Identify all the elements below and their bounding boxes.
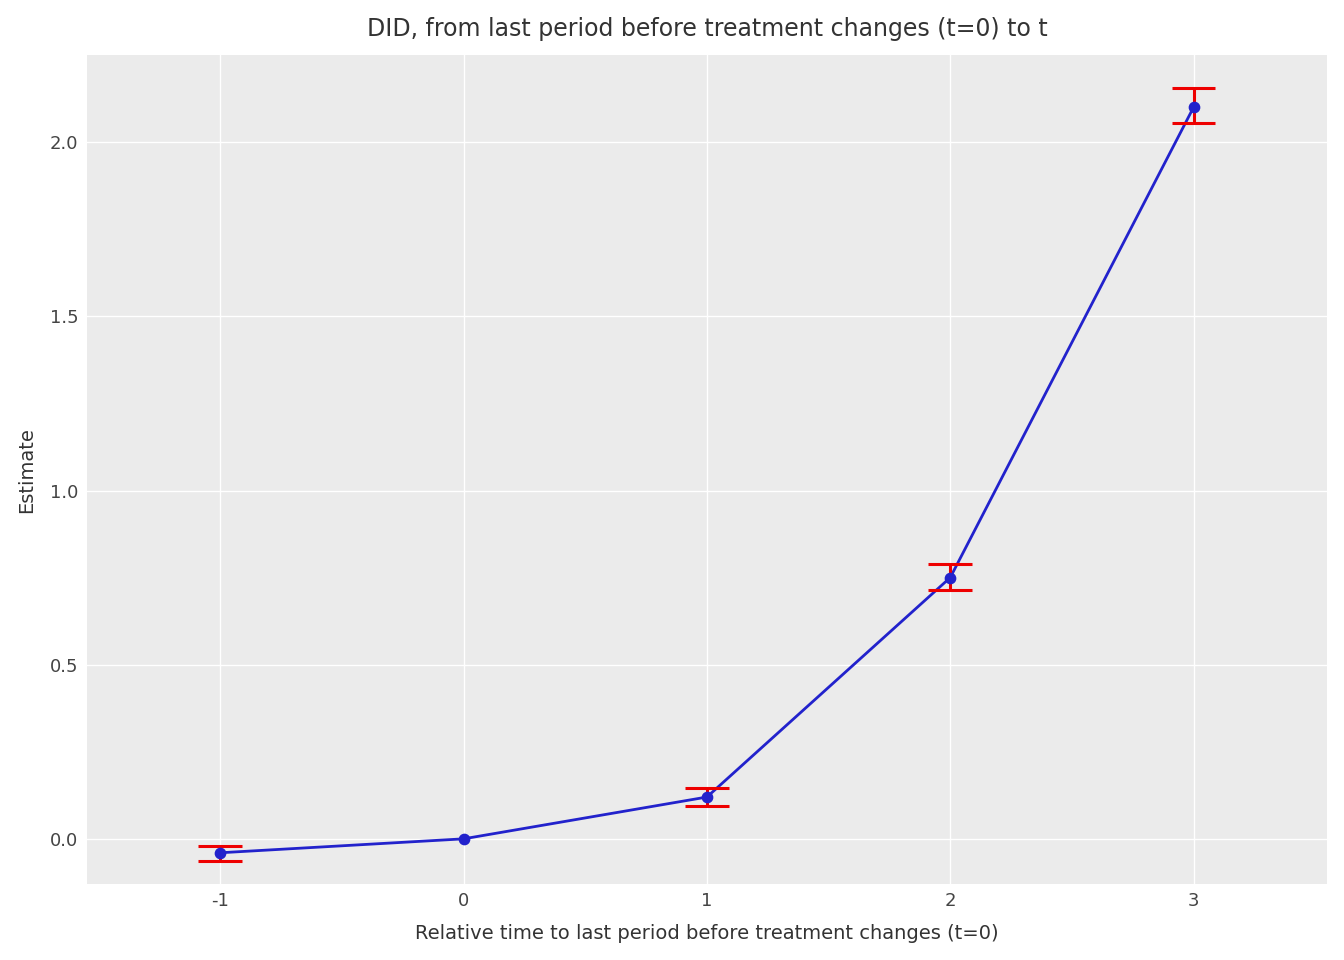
X-axis label: Relative time to last period before treatment changes (t=0): Relative time to last period before trea… — [415, 924, 999, 944]
Point — [696, 789, 718, 804]
Y-axis label: Estimate: Estimate — [16, 426, 36, 513]
Point — [210, 845, 231, 860]
Point — [1183, 100, 1204, 115]
Point — [453, 831, 474, 847]
Title: DID, from last period before treatment changes (t=0) to t: DID, from last period before treatment c… — [367, 16, 1047, 40]
Point — [939, 570, 961, 586]
